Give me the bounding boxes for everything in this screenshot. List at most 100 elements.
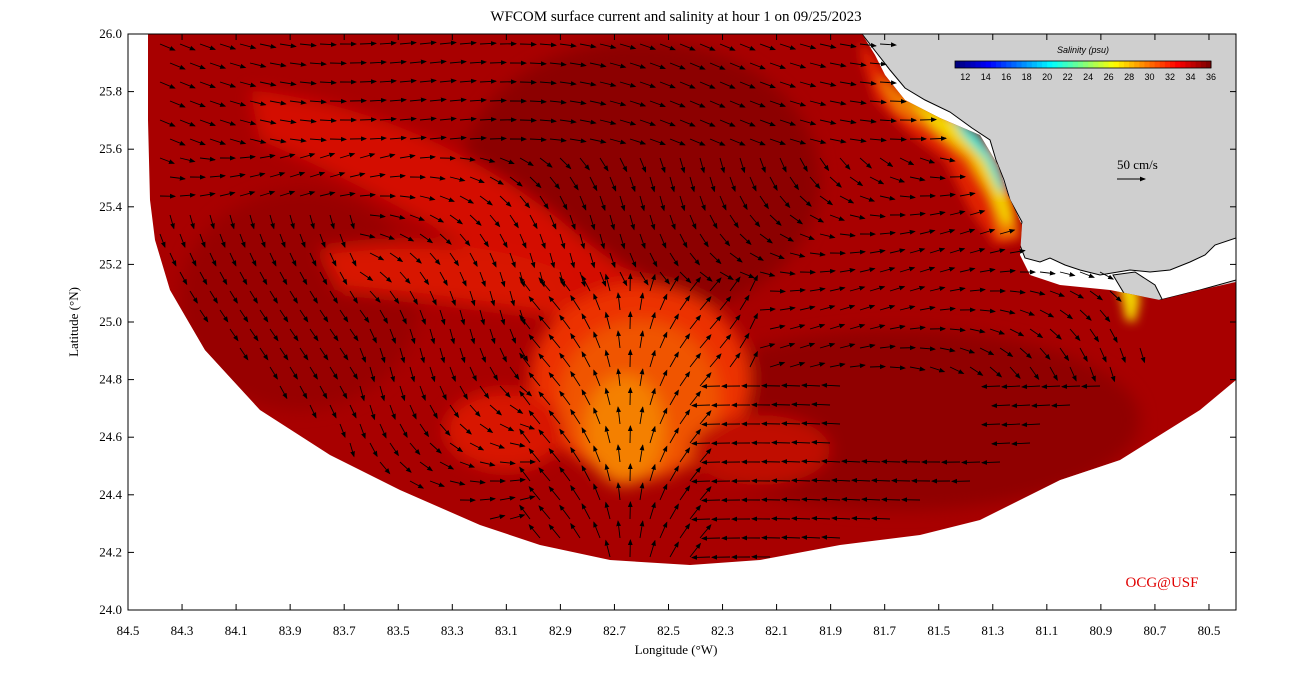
colorbar-swatch [1052, 61, 1058, 68]
current-vector [689, 352, 702, 368]
current-vector [929, 210, 946, 216]
current-vector [791, 440, 811, 445]
colorbar-tick-label: 18 [1022, 72, 1032, 82]
current-vector [489, 176, 504, 185]
current-vector [259, 81, 277, 87]
current-vector [459, 423, 472, 435]
current-vector [289, 366, 298, 380]
current-vector [199, 81, 216, 89]
current-vector [639, 157, 647, 173]
current-vector [519, 504, 531, 520]
current-vector [691, 555, 711, 560]
current-vector [799, 305, 816, 311]
current-vector [519, 195, 531, 209]
current-vector [429, 290, 437, 306]
current-vector [479, 496, 496, 502]
colorbar-swatch [1108, 61, 1115, 68]
current-vector [409, 328, 416, 345]
current-vector [479, 347, 486, 363]
current-vector [469, 214, 482, 226]
current-vector [389, 59, 407, 65]
current-vector [679, 233, 688, 249]
current-vector [339, 309, 349, 323]
colorbar-swatch [1144, 61, 1151, 68]
current-vector [669, 389, 679, 406]
current-vector [219, 191, 236, 197]
current-vector [229, 62, 247, 69]
current-vector [929, 366, 946, 373]
current-vector [528, 486, 541, 501]
current-vector [449, 176, 466, 182]
current-vector [269, 290, 278, 304]
current-vector [709, 277, 722, 292]
current-vector [439, 309, 446, 326]
current-vector [781, 383, 801, 388]
current-vector [449, 328, 455, 345]
current-vector [831, 515, 851, 521]
current-vector [771, 478, 791, 484]
current-vector [1051, 403, 1071, 408]
x-axis-label: Longitude (°W) [635, 642, 718, 657]
current-vector [639, 482, 645, 501]
current-vector [449, 252, 460, 267]
colorbar-tick-label: 26 [1104, 72, 1114, 82]
current-vector [629, 62, 647, 69]
current-vector [409, 214, 425, 221]
current-vector [489, 60, 507, 66]
colorbar-swatch [1042, 61, 1048, 68]
current-vector [659, 483, 668, 501]
current-vector [509, 290, 515, 307]
current-vector [1099, 309, 1111, 323]
current-vector [819, 268, 836, 274]
current-vector [604, 539, 611, 558]
current-vector [999, 268, 1016, 274]
current-vector [791, 516, 811, 521]
current-vector [1049, 366, 1058, 381]
colorbar-swatch [955, 61, 961, 68]
current-vector [409, 135, 427, 141]
current-vector [881, 497, 901, 502]
current-vector [829, 100, 847, 106]
current-vector [479, 117, 497, 122]
current-vector [469, 404, 481, 417]
current-vector [1099, 347, 1107, 363]
current-vector [689, 176, 696, 193]
current-vector [359, 423, 366, 440]
current-vector [919, 229, 936, 235]
current-vector [809, 362, 826, 368]
current-vector [771, 402, 791, 408]
current-vector [669, 541, 679, 558]
current-vector [159, 157, 175, 164]
current-vector [459, 385, 468, 400]
colorbar-tick-label: 12 [960, 72, 970, 82]
current-vector [548, 372, 561, 387]
current-vector [669, 138, 686, 146]
current-vector [869, 285, 886, 292]
current-vector [821, 458, 841, 464]
current-vector [299, 233, 306, 249]
current-vector [429, 59, 447, 65]
current-vector [791, 478, 811, 483]
current-vector [899, 266, 916, 273]
current-vector [339, 233, 346, 249]
current-vector [1089, 290, 1103, 301]
current-vector [799, 157, 808, 172]
current-vector [849, 249, 866, 255]
current-vector [219, 309, 229, 323]
colorbar-swatch [1062, 61, 1069, 68]
current-vector [619, 157, 628, 173]
current-vector [959, 267, 976, 273]
current-vector [319, 347, 329, 361]
current-vector [1139, 347, 1146, 364]
current-vector [769, 361, 786, 368]
current-vector [819, 195, 834, 206]
current-vector [279, 119, 297, 125]
current-vector [849, 214, 866, 220]
current-vector [791, 402, 811, 407]
current-vector [593, 483, 601, 501]
current-vector [749, 62, 766, 70]
current-vector [659, 119, 676, 127]
current-vector [779, 233, 795, 242]
current-vector [469, 176, 485, 183]
current-vector [449, 135, 467, 141]
